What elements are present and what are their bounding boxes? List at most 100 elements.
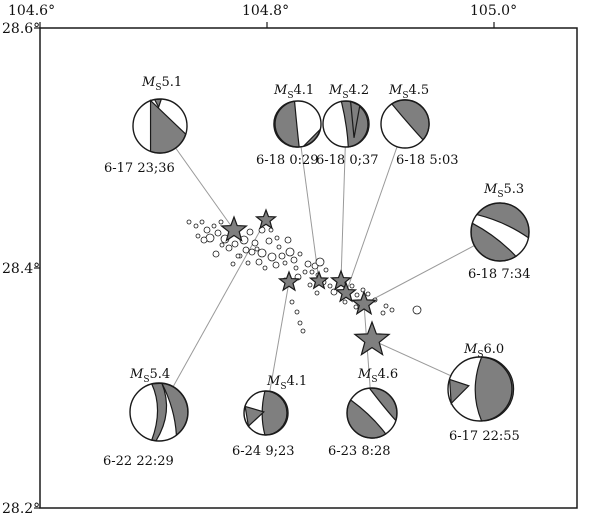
aftershock-circle xyxy=(297,251,303,257)
aftershock-circles xyxy=(186,219,422,334)
beachball-e7 xyxy=(243,390,289,436)
aftershock-circle xyxy=(265,237,273,245)
lat-label-28-6: 28.6° xyxy=(2,21,40,37)
aftershock-circle xyxy=(342,299,348,305)
event-datetime: 6-23 8:28 xyxy=(328,444,391,459)
aftershock-circle xyxy=(293,265,299,271)
connector-line xyxy=(345,123,406,294)
aftershock-circle xyxy=(315,257,325,267)
aftershock-circle xyxy=(195,233,201,239)
aftershock-circle xyxy=(307,282,313,288)
aftershock-circle xyxy=(242,246,250,254)
aftershock-circle xyxy=(246,228,254,236)
event-epicenters xyxy=(219,208,391,356)
aftershock-circle xyxy=(199,219,205,225)
event-datetime: 6-24 9;23 xyxy=(232,444,295,459)
lon-label-104-8: 104.8° xyxy=(242,3,289,19)
magnitude-label: MS4.2 xyxy=(328,83,369,101)
beachball-e8 xyxy=(346,387,398,439)
aftershock-circle xyxy=(353,304,359,310)
focal-mechanisms: MS5.1 6-17 23;36 MS4.1 6-18 0:29 MS4.2 6-18 0… xyxy=(103,75,531,469)
event-datetime: 6-22 22:29 xyxy=(103,454,174,469)
aftershock-circle xyxy=(349,283,355,289)
aftershock-circle xyxy=(314,290,320,296)
aftershock-circle xyxy=(304,260,312,268)
event-datetime: 6-17 22:55 xyxy=(449,429,520,444)
connector-line xyxy=(158,219,267,413)
aftershock-circle xyxy=(289,299,295,305)
aftershock-circle xyxy=(218,219,224,225)
epicenter-star xyxy=(329,269,353,291)
aftershock-circle xyxy=(354,292,360,298)
epicenter-star xyxy=(277,270,301,292)
aftershock-circle xyxy=(254,246,260,252)
aftershock-circle xyxy=(255,258,263,266)
event-datetime: 6-18 0;37 xyxy=(316,153,379,168)
beachball-e1 xyxy=(132,98,188,154)
beachball-e5 xyxy=(470,202,530,262)
epicenter-star xyxy=(350,290,378,316)
aftershock-circle xyxy=(231,240,239,248)
lat-label-28-2: 28.2° xyxy=(2,501,40,517)
aftershock-circle xyxy=(251,239,259,247)
magnitude-label: MS5.1 xyxy=(141,75,182,93)
aftershock-circle xyxy=(257,248,267,258)
aftershock-circle xyxy=(297,320,303,326)
aftershock-circle xyxy=(203,226,211,234)
aftershock-circle xyxy=(383,303,389,309)
aftershock-circle xyxy=(193,223,199,229)
beachball-e6 xyxy=(129,382,189,442)
lat-label-28-4: 28.4° xyxy=(2,261,40,277)
aftershock-circle xyxy=(290,256,298,264)
aftershock-circle xyxy=(212,250,220,258)
beachball-e2 xyxy=(273,100,322,148)
aftershock-circle xyxy=(262,265,268,271)
magnitude-label: MS4.1 xyxy=(273,83,314,101)
event-datetime: 6-17 23;36 xyxy=(104,161,175,176)
aftershock-circle xyxy=(267,252,277,262)
aftershock-circle xyxy=(200,236,208,244)
aftershock-circle xyxy=(248,248,256,256)
aftershock-circle xyxy=(380,310,386,316)
aftershock-circle xyxy=(327,283,333,289)
epicenter-star xyxy=(219,215,249,242)
aftershock-circle xyxy=(412,305,422,315)
aftershock-circle xyxy=(389,307,395,313)
aftershock-circle xyxy=(282,260,288,266)
event-datetime: 6-18 0:29 xyxy=(256,153,319,168)
aftershock-circle xyxy=(211,223,217,229)
magnitude-label: MS6.0 xyxy=(463,342,504,360)
aftershock-circle xyxy=(309,269,315,275)
axis-ticks xyxy=(34,22,495,509)
aftershock-circle xyxy=(365,291,371,297)
aftershock-circle xyxy=(276,244,282,250)
aftershock-circle xyxy=(284,236,292,244)
aftershock-circle xyxy=(245,260,251,266)
lon-label-104-6: 104.6° xyxy=(8,3,55,19)
aftershock-circle xyxy=(230,261,236,267)
aftershock-circle xyxy=(235,253,241,259)
aftershock-circle xyxy=(302,269,308,275)
epicenter-star xyxy=(308,270,330,290)
beachball-e9 xyxy=(447,356,515,422)
beachball-e3 xyxy=(322,100,370,148)
event-datetime: 6-18 7:34 xyxy=(468,267,531,282)
aftershock-circle xyxy=(330,288,338,296)
aftershock-circle xyxy=(278,252,286,260)
aftershock-circle xyxy=(219,242,225,248)
aftershock-circle xyxy=(272,261,280,269)
magnitude-label: MS4.1 xyxy=(266,374,307,392)
aftershock-circle xyxy=(214,229,222,237)
event-datetime: 6-18 5:03 xyxy=(396,153,459,168)
epicenter-star xyxy=(353,320,391,356)
aftershock-circle xyxy=(274,235,280,241)
magnitude-label: MS4.5 xyxy=(388,83,429,101)
aftershock-circle xyxy=(225,244,233,252)
beachball-e4 xyxy=(380,99,430,149)
magnitude-label: MS5.4 xyxy=(129,367,170,385)
connector-line xyxy=(297,123,320,282)
aftershock-circle xyxy=(285,247,295,257)
epicenter-star xyxy=(334,281,358,303)
connector-line xyxy=(340,123,347,282)
